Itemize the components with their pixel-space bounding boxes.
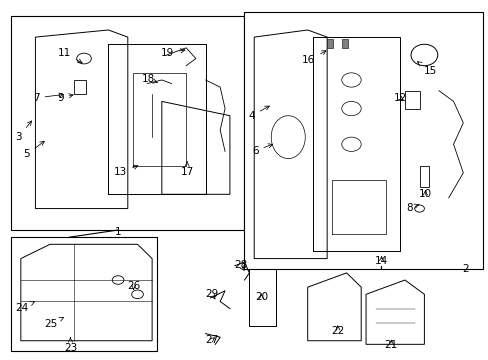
Bar: [419, 166, 428, 187]
Text: 12: 12: [393, 93, 406, 103]
Text: 24: 24: [15, 302, 34, 313]
Bar: [404, 91, 419, 109]
Text: 11: 11: [58, 48, 82, 63]
Text: 18: 18: [142, 74, 157, 84]
Text: 13: 13: [114, 165, 138, 177]
Bar: [11, 237, 157, 351]
Bar: [341, 39, 347, 48]
Bar: [11, 16, 244, 230]
Text: 22: 22: [330, 326, 344, 336]
Text: 21: 21: [384, 340, 397, 350]
Text: 1: 1: [115, 227, 121, 237]
Text: 29: 29: [204, 289, 218, 299]
Text: 9: 9: [57, 93, 73, 103]
Text: 6: 6: [251, 144, 272, 156]
Bar: [244, 12, 482, 269]
Text: 19: 19: [161, 48, 184, 58]
Text: 17: 17: [180, 162, 193, 177]
Text: 26: 26: [127, 282, 140, 292]
Bar: [249, 269, 276, 327]
Text: 2: 2: [462, 264, 468, 274]
Bar: [326, 39, 332, 48]
Text: 16: 16: [302, 51, 325, 65]
Text: 28: 28: [233, 260, 247, 270]
Text: 10: 10: [418, 189, 431, 199]
Text: 14: 14: [374, 256, 387, 266]
Text: 4: 4: [248, 106, 269, 121]
Bar: [74, 80, 86, 94]
Text: 23: 23: [63, 337, 77, 353]
Text: 5: 5: [23, 141, 44, 159]
Text: 25: 25: [44, 318, 63, 329]
Text: 27: 27: [204, 335, 218, 345]
Text: 15: 15: [417, 62, 436, 76]
Text: 20: 20: [254, 292, 267, 302]
Text: 3: 3: [15, 121, 32, 142]
Text: 8: 8: [406, 203, 418, 213]
Text: 7: 7: [33, 93, 63, 103]
